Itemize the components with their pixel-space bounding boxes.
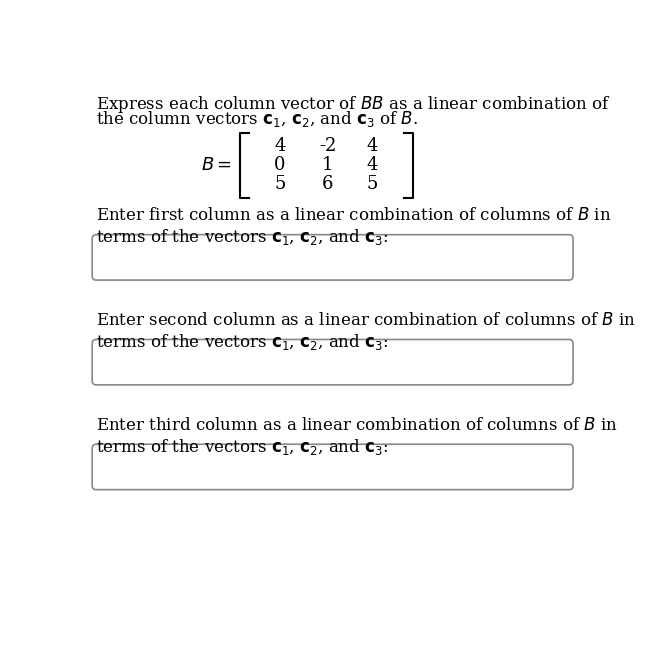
Text: -2: -2: [319, 137, 336, 155]
Text: Enter second column as a linear combination of columns of $B$ in: Enter second column as a linear combinat…: [96, 312, 636, 329]
Text: Enter first column as a linear combination of columns of $B$ in: Enter first column as a linear combinati…: [96, 207, 611, 224]
Text: 0: 0: [274, 156, 286, 174]
Text: Express each column vector of $BB$ as a linear combination of: Express each column vector of $BB$ as a …: [96, 94, 611, 115]
Text: 4: 4: [274, 137, 286, 155]
Text: terms of the vectors $\mathbf{c}_1$, $\mathbf{c}_2$, and $\mathbf{c}_3$:: terms of the vectors $\mathbf{c}_1$, $\m…: [96, 227, 389, 248]
FancyBboxPatch shape: [92, 340, 573, 385]
Text: 6: 6: [322, 175, 334, 193]
Text: terms of the vectors $\mathbf{c}_1$, $\mathbf{c}_2$, and $\mathbf{c}_3$:: terms of the vectors $\mathbf{c}_1$, $\m…: [96, 332, 389, 353]
Text: the column vectors $\mathbf{c}_1$, $\mathbf{c}_2$, and $\mathbf{c}_3$ of $B$.: the column vectors $\mathbf{c}_1$, $\mat…: [96, 109, 418, 129]
Text: terms of the vectors $\mathbf{c}_1$, $\mathbf{c}_2$, and $\mathbf{c}_3$:: terms of the vectors $\mathbf{c}_1$, $\m…: [96, 437, 389, 457]
Text: 5: 5: [366, 175, 378, 193]
FancyBboxPatch shape: [92, 235, 573, 280]
Text: Enter third column as a linear combination of columns of $B$ in: Enter third column as a linear combinati…: [96, 417, 618, 434]
Text: $B =$: $B =$: [201, 156, 232, 174]
FancyBboxPatch shape: [92, 445, 573, 490]
Text: 4: 4: [366, 137, 378, 155]
Text: 5: 5: [274, 175, 286, 193]
Text: 4: 4: [366, 156, 378, 174]
Text: 1: 1: [322, 156, 334, 174]
